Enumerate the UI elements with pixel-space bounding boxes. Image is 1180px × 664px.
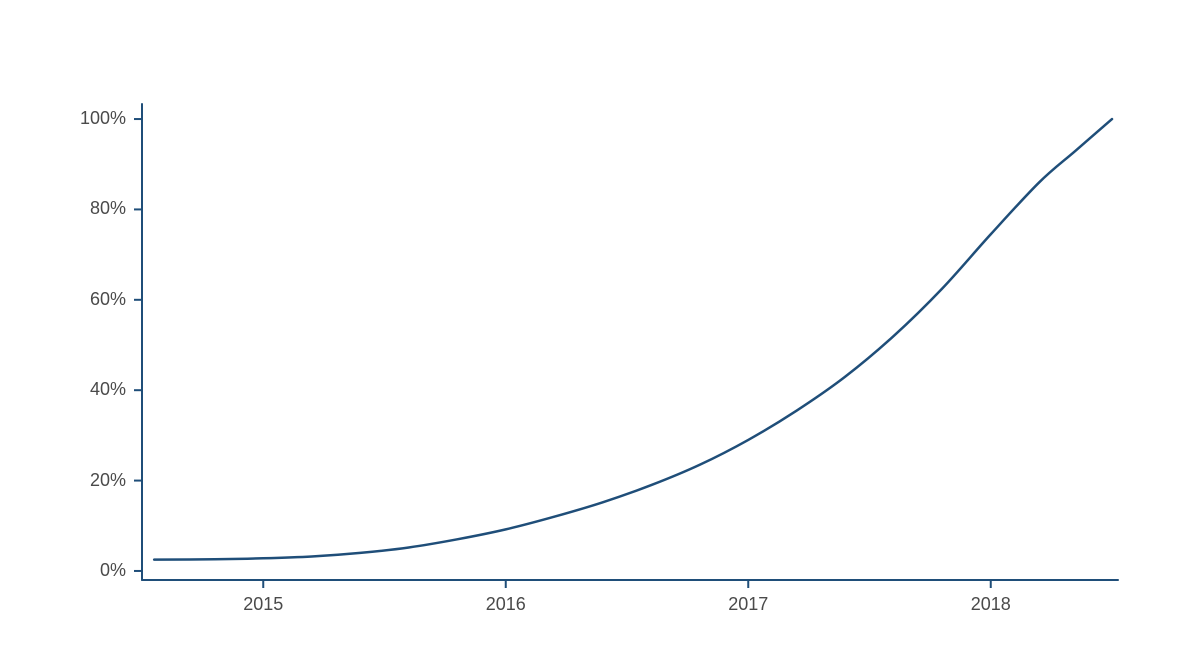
x-tick-label: 2017: [718, 594, 778, 615]
y-tick-label: 0%: [100, 560, 126, 581]
x-tick-label: 2018: [961, 594, 1021, 615]
y-tick-label: 40%: [90, 379, 126, 400]
x-tick-label: 2016: [476, 594, 536, 615]
x-tick-label: 2015: [233, 594, 293, 615]
y-tick-label: 80%: [90, 198, 126, 219]
y-tick-label: 20%: [90, 470, 126, 491]
chart-container: From 2015 to 2018 the use of live chat g…: [0, 0, 1180, 664]
y-tick-label: 100%: [80, 108, 126, 129]
y-tick-label: 60%: [90, 289, 126, 310]
line-chart: [0, 0, 1180, 664]
